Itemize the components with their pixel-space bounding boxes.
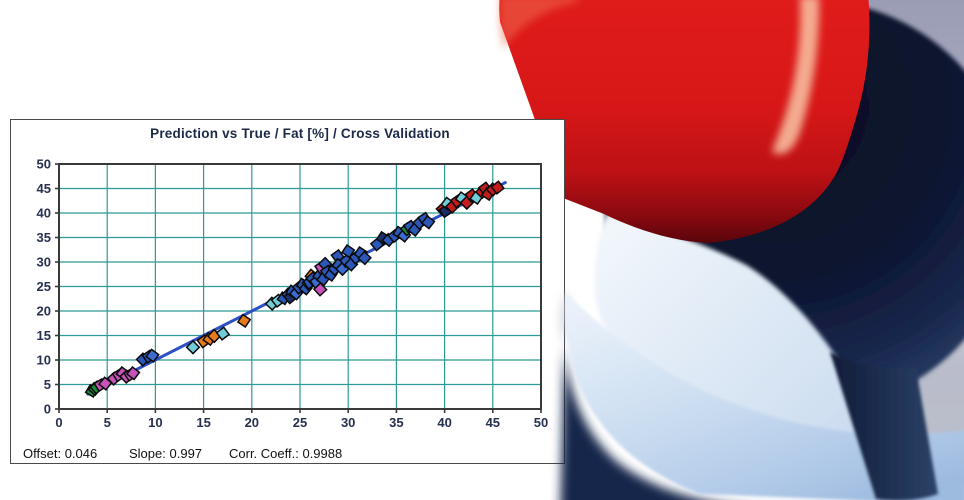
corr-coeff-stat: Corr. Coeff.: 0.9988 [229,446,342,461]
x-tick-label: 35 [389,415,403,430]
logo-red-arc-top-sheen [499,0,578,48]
data-point [312,282,328,297]
data-point [185,339,201,355]
logo-red-arc [499,0,870,243]
y-tick-label: 15 [37,328,51,343]
offset-value: 0.046 [64,446,98,461]
slope-value: 0.997 [169,446,203,461]
y-tick-label: 20 [37,304,51,319]
y-tick-label: 40 [37,206,51,221]
corr-label: Corr. Coeff.: [229,446,299,461]
data-point [125,365,141,381]
slope-label: Slope: [129,446,166,461]
x-tick-label: 40 [437,415,451,430]
y-tick-label: 30 [37,255,51,270]
data-point [490,180,505,195]
chart-title: Prediction vs True / Fat [%] / Cross Val… [150,126,450,141]
y-tick-label: 0 [44,402,51,417]
x-tick-label: 15 [196,415,210,430]
logo-red-arc-highlight [772,0,820,154]
data-point [145,348,160,363]
y-tick-label: 25 [37,279,51,294]
prediction-vs-true-panel: Prediction vs True / Fat [%] / Cross Val… [10,119,565,464]
x-tick-label: 50 [534,415,548,430]
prediction-vs-true-chart: 0 5 10 15 20 25 30 35 40 45 50 0 5 10 15 20 25 30 35 40 45 50 [37,157,549,431]
y-tick-label: 50 [37,157,51,172]
data-point [215,326,231,341]
y-tick-label: 10 [37,353,51,368]
data-point [236,313,252,329]
x-tick-label: 20 [245,415,259,430]
x-tick-label: 30 [341,415,355,430]
corr-value: 0.9988 [302,446,343,461]
x-tick-label: 5 [104,415,111,430]
data-point [357,250,372,266]
data-point [420,215,436,230]
y-tick-label: 5 [44,377,51,392]
y-tick-label: 45 [37,181,51,196]
x-tick-label: 0 [55,415,62,430]
offset-label: Offset: [23,446,62,461]
slope-stat: Slope: 0.997 [129,446,202,461]
offset-stat: Offset: 0.046 [23,446,97,461]
x-tick-label: 10 [148,415,162,430]
y-tick-label: 35 [37,230,51,245]
x-tick-label: 25 [293,415,307,430]
x-tick-label: 45 [486,415,500,430]
